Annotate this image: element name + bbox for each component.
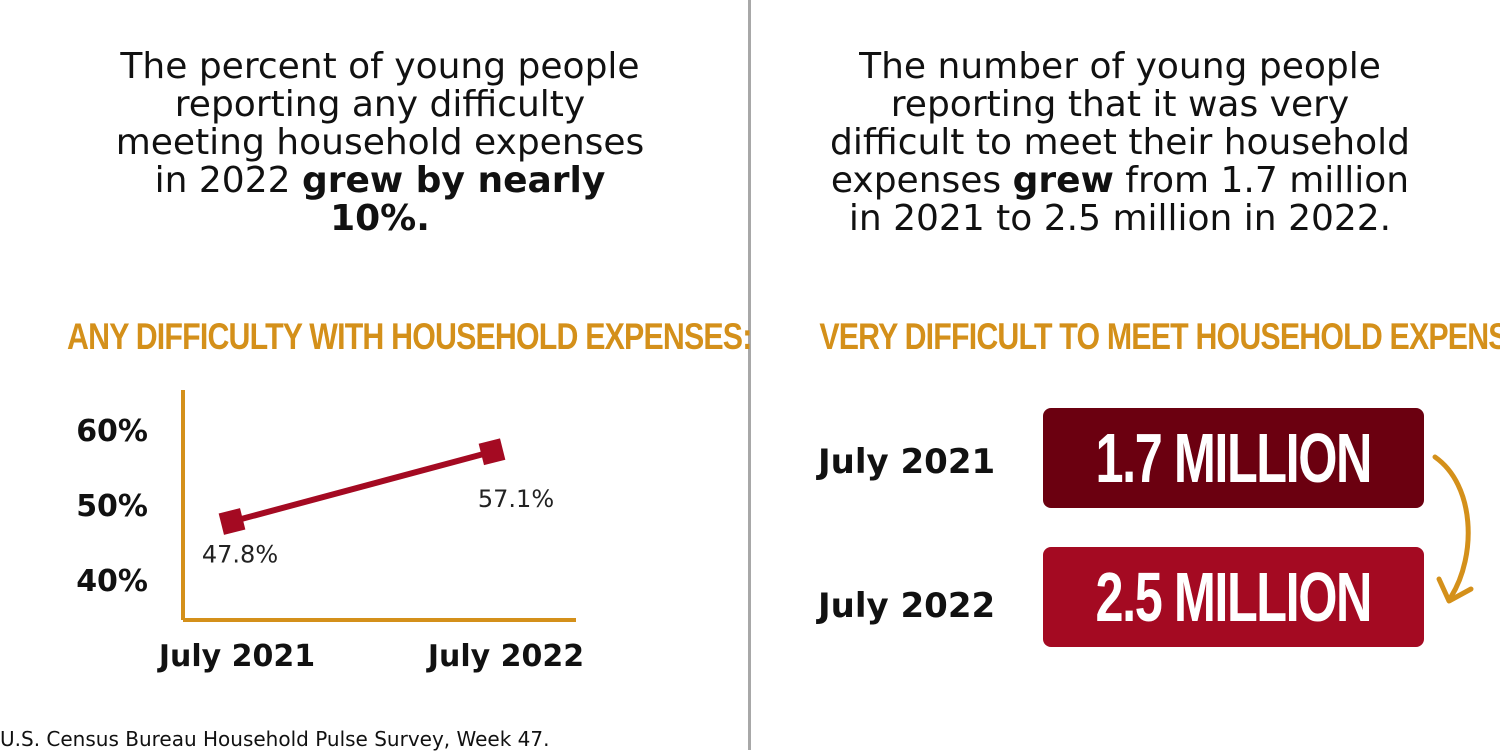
value-box-2021: 1.7 MILLION	[1043, 408, 1424, 508]
y-tick-label: 60%	[76, 414, 148, 449]
series-line	[231, 448, 493, 525]
data-point-marker	[478, 438, 506, 466]
right-heading: VERY DIFFICULT TO MEET HOUSEHOLD EXPENSE…	[819, 316, 1500, 357]
right-intro-plain-1: The number of young people reporting tha…	[830, 46, 1410, 201]
value-text-2021: 1.7 MILLION	[1095, 419, 1373, 497]
x-tick-label: July 2021	[157, 639, 315, 674]
left-heading: ANY DIFFICULTY WITH HOUSEHOLD EXPENSES:	[67, 316, 752, 357]
y-tick-label: 40%	[76, 564, 148, 599]
row-label-2022: July 2022	[818, 586, 996, 626]
right-intro-plain-2: from 1.7 million in 2021 to 2.5 million …	[848, 160, 1410, 239]
right-intro-text: The number of young people reporting tha…	[820, 48, 1420, 238]
left-intro-plain: The percent of young people reporting an…	[115, 46, 645, 201]
data-point-marker	[218, 508, 246, 535]
source-footnote: U.S. Census Bureau Household Pulse Surve…	[0, 727, 550, 751]
value-box-2022: 2.5 MILLION	[1043, 547, 1424, 647]
left-intro-bold: grew by nearly 10%.	[301, 160, 606, 239]
curved-arrow-icon	[1432, 454, 1474, 604]
value-text-2022: 2.5 MILLION	[1095, 558, 1373, 636]
x-tick-label: July 2022	[426, 639, 584, 674]
panel-divider	[748, 0, 751, 750]
data-label: 57.1%	[478, 485, 554, 513]
y-tick-label: 50%	[76, 489, 148, 524]
left-intro-text: The percent of young people reporting an…	[100, 48, 660, 238]
right-intro-bold: grew	[1012, 160, 1114, 201]
row-label-2021: July 2021	[818, 442, 996, 482]
line-chart: 60% 50% 40% July 2021 July 2022 47.8% 57.1%	[76, 390, 584, 674]
data-label: 47.8%	[202, 541, 278, 569]
